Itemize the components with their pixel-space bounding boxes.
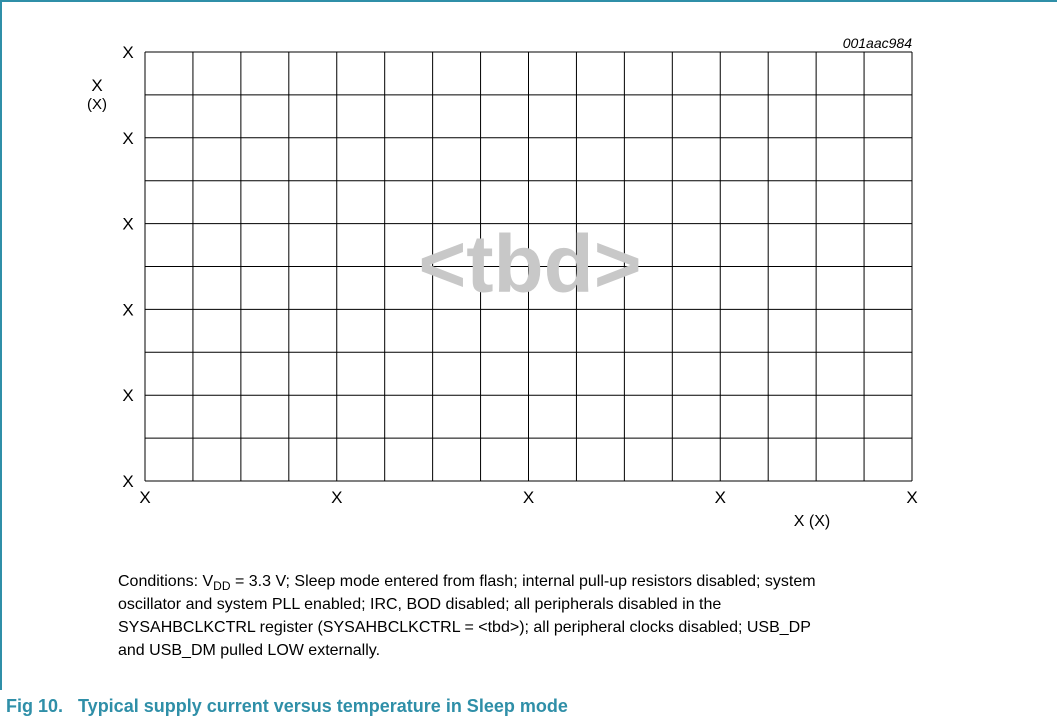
caption: Fig 10. Typical supply current versus te… — [6, 696, 568, 716]
conditions-subscript: DD — [213, 579, 231, 593]
grid — [144, 51, 913, 482]
y-tick-label: X — [122, 472, 133, 491]
y-tick-label: X — [122, 386, 133, 405]
conditions-line: and USB_DM pulled LOW externally. — [118, 642, 380, 659]
conditions-line: Conditions: VDD = 3.3 V; Sleep mode ente… — [118, 573, 816, 593]
placeholder: <tbd> — [418, 219, 641, 310]
x-axis-label: X (X) — [794, 513, 830, 530]
y-tick-label: X — [122, 215, 133, 234]
x-tick-label: X — [715, 488, 726, 507]
conditions-line: SYSAHBCLKCTRL register (SYSAHBCLKCTRL = … — [118, 619, 811, 636]
conditions-line: oscillator and system PLL enabled; IRC, … — [118, 596, 721, 613]
y-axis-label: (X) — [87, 96, 107, 113]
x-tick-label: X — [139, 488, 150, 507]
y-tick-label: X — [122, 300, 133, 319]
y-tick-label: X — [122, 43, 133, 62]
x-tick-label: X — [331, 488, 342, 507]
conditions-prefix: Conditions: V — [118, 573, 213, 590]
x-tick-label: X — [906, 488, 917, 507]
y-tick-label: X — [122, 129, 133, 148]
conditions-rest: = 3.3 V; Sleep mode entered from flash; … — [231, 573, 816, 590]
x-tick-label: X — [523, 488, 534, 507]
y-axis-label: X — [91, 76, 102, 95]
figure-code: 001aac984 — [843, 35, 913, 51]
